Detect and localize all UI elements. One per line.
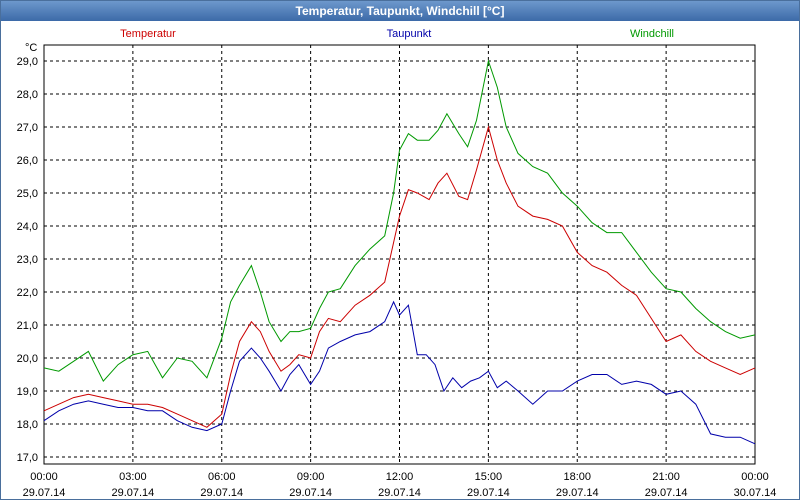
y-tick-label: 21,0	[17, 320, 38, 332]
y-tick-label: 23,0	[17, 254, 38, 266]
x-tick-date: 30.07.14	[734, 487, 777, 499]
x-tick-time: 18:00	[563, 471, 591, 483]
grid-lines	[44, 45, 755, 464]
x-axis-ticks: 00:00 29.07.14 03:00 29.07.14 06:00 29.07.14 0…	[23, 471, 777, 499]
chart-canvas: 17,0 18,0 19,0 20,0 21,0 22,0 23,0 24,0 25,0 26,0…	[1, 21, 799, 499]
x-tick-time: 15:00	[475, 471, 503, 483]
x-tick-time: 09:00	[297, 471, 325, 483]
legend: Temperatur Taupunkt Windchill	[120, 28, 674, 40]
line-chart: 17,0 18,0 19,0 20,0 21,0 22,0 23,0 24,0 25,0 26,0…	[17, 28, 777, 499]
y-axis-label: °C	[25, 42, 37, 54]
x-tick-date: 29.07.14	[467, 487, 510, 499]
y-axis-ticks: 17,0 18,0 19,0 20,0 21,0 22,0 23,0 24,0 25,0 26,0…	[17, 56, 38, 464]
y-tick-label: 20,0	[17, 353, 38, 365]
x-tick-date: 29.07.14	[200, 487, 243, 499]
y-tick-label: 28,0	[17, 89, 38, 101]
x-tick-time: 03:00	[119, 471, 147, 483]
y-tick-label: 25,0	[17, 188, 38, 200]
series-line-taupunkt	[43, 300, 756, 445]
x-tick-date: 29.07.14	[289, 487, 332, 499]
y-tick-label: 17,0	[17, 452, 38, 464]
window-title: Temperatur, Taupunkt, Windchill [°C]	[1, 1, 799, 21]
y-tick-label: 26,0	[17, 155, 38, 167]
x-tick-date: 29.07.14	[378, 487, 421, 499]
y-tick-label: 24,0	[17, 221, 38, 233]
x-tick-time: 12:00	[386, 471, 414, 483]
x-tick-date: 29.07.14	[111, 487, 154, 499]
series-lines	[43, 59, 756, 445]
series-line-windchill	[43, 59, 756, 382]
x-tick-date: 29.07.14	[23, 487, 66, 499]
y-tick-label: 19,0	[17, 386, 38, 398]
y-tick-label: 22,0	[17, 287, 38, 299]
legend-windchill: Windchill	[630, 28, 674, 40]
x-tick-time: 00:00	[741, 471, 769, 483]
x-tick-time: 21:00	[652, 471, 680, 483]
legend-temperatur: Temperatur	[120, 28, 176, 40]
y-tick-label: 18,0	[17, 419, 38, 431]
y-tick-label: 27,0	[17, 122, 38, 134]
y-tick-label: 29,0	[17, 56, 38, 68]
x-tick-date: 29.07.14	[556, 487, 599, 499]
legend-taupunkt: Taupunkt	[387, 28, 432, 40]
x-tick-date: 29.07.14	[645, 487, 688, 499]
x-tick-time: 06:00	[208, 471, 236, 483]
x-tick-time: 00:00	[30, 471, 58, 483]
series-line-temperatur	[43, 125, 756, 428]
